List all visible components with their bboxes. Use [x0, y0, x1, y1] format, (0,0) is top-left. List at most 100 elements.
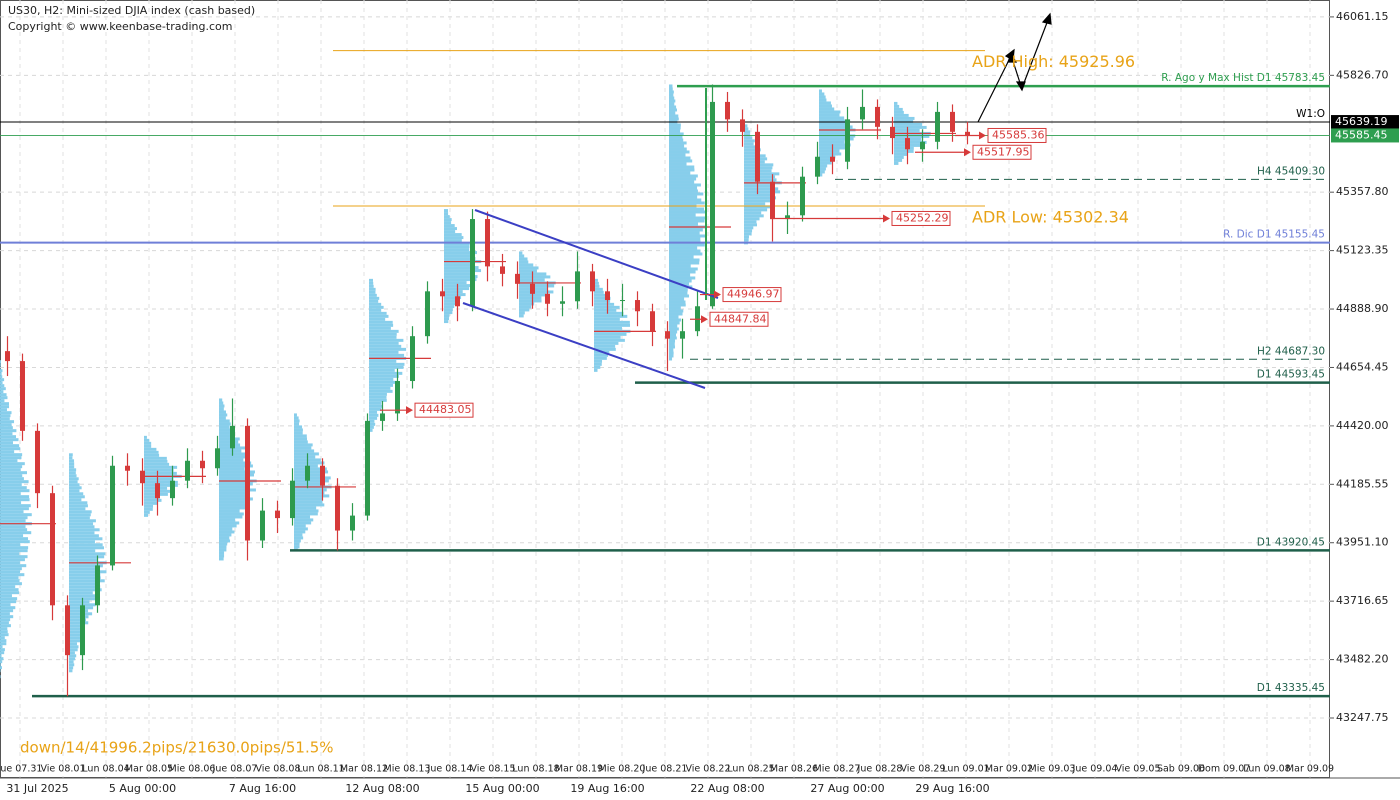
volume-profile: [0, 558, 25, 562]
volume-profile: [669, 354, 674, 358]
volume-profile: [144, 504, 154, 508]
volume-profile: [219, 527, 233, 531]
candle-body: [845, 119, 850, 162]
volume-profile: [444, 311, 453, 315]
level-label: W1:O: [1296, 108, 1325, 120]
volume-profile: [294, 542, 300, 546]
volume-profile: [669, 171, 691, 175]
volume-profile: [294, 416, 299, 420]
volume-profile: [69, 462, 75, 466]
volume-profile: [669, 153, 686, 157]
volume-profile: [594, 335, 621, 339]
candle-body: [800, 176, 805, 216]
volume-profile: [219, 464, 253, 468]
stats-annotation: down/14/41996.2pips/21630.0pips/51.5%: [20, 739, 334, 757]
volume-profile: [369, 350, 399, 354]
volume-profile: [669, 303, 686, 307]
volume-profile: [819, 122, 846, 126]
volume-profile: [819, 152, 842, 156]
volume-profile: [819, 113, 840, 117]
volume-profile: [69, 651, 75, 655]
volume-profile: [369, 410, 378, 414]
volume-profile: [69, 645, 79, 649]
volume-profile: [744, 196, 776, 200]
volume-profile: [444, 320, 449, 324]
day-label: Lun 08.25: [727, 764, 774, 775]
day-label: Vie 08.08: [256, 764, 301, 775]
volume-profile: [669, 162, 687, 166]
volume-profile: [0, 423, 12, 427]
candle-body: [440, 291, 445, 297]
volume-profile: [0, 660, 3, 664]
volume-profile: [819, 101, 831, 105]
volume-profile: [69, 630, 85, 634]
volume-profile: [0, 534, 24, 538]
volume-profile: [0, 384, 5, 388]
volume-profile: [294, 506, 317, 510]
x-tick-label: 27 Aug 00:00: [810, 782, 884, 795]
volume-profile: [144, 471, 177, 475]
volume-profile: [594, 326, 622, 330]
volume-profile: [0, 450, 15, 454]
day-label: Mar 08.19: [555, 764, 603, 775]
volume-profile: [744, 232, 752, 236]
candle-body: [710, 101, 715, 307]
volume-profile: [144, 462, 170, 466]
level-label: D1 44593.45: [1257, 369, 1325, 381]
volume-profile: [894, 101, 898, 105]
level-label: R. Ago y Max Hist D1 45783.45: [1161, 72, 1325, 84]
volume-profile: [594, 308, 617, 312]
volume-profile: [669, 351, 674, 355]
volume-profile: [0, 390, 4, 394]
volume-profile: [669, 258, 700, 262]
volume-profile: [369, 278, 373, 282]
x-tick-label: 7 Aug 16:00: [229, 782, 296, 795]
volume-profile: [369, 326, 391, 330]
channel-upper: [474, 209, 719, 299]
volume-profile: [69, 531, 95, 535]
volume-profile: [894, 107, 903, 111]
day-label: Lun 08.04: [82, 764, 129, 775]
volume-profile: [0, 432, 13, 436]
volume-profile: [69, 540, 95, 544]
volume-profile: [294, 533, 303, 537]
volume-profile: [0, 492, 21, 496]
volume-profile: [0, 585, 16, 589]
volume-profile: [594, 284, 600, 288]
volume-profile: [594, 302, 615, 306]
volume-profile: [669, 312, 683, 316]
volume-profile: [69, 600, 90, 604]
volume-profile: [219, 551, 225, 555]
volume-profile: [0, 669, 1, 673]
volume-profile: [819, 110, 841, 114]
candle-body: [35, 430, 40, 494]
volume-profile: [144, 459, 168, 463]
volume-profile: [669, 339, 676, 343]
volume-profile: [369, 413, 379, 417]
candle-body: [545, 293, 550, 304]
volume-profile: [69, 618, 86, 622]
candle-body: [50, 493, 55, 606]
day-label: Dom 09.07: [1198, 764, 1251, 775]
volume-profile: [744, 154, 766, 158]
volume-profile: [444, 245, 470, 249]
volume-profile: [0, 636, 5, 640]
volume-profile: [444, 314, 450, 318]
candle-body: [560, 301, 565, 304]
volume-profile: [519, 296, 542, 300]
volume-profile: [69, 558, 99, 562]
volume-profile: [669, 126, 681, 130]
volume-profile: [369, 365, 404, 369]
volume-profile: [519, 266, 539, 270]
volume-profile: [0, 381, 3, 385]
day-label: Jue 08.21: [642, 764, 688, 775]
volume-profile: [69, 543, 103, 547]
volume-profile: [294, 461, 325, 465]
level-label: H2 44687.30: [1257, 345, 1325, 357]
volume-profile: [369, 338, 404, 342]
candle-body: [200, 460, 205, 469]
level-label: ADR Low: 45302.34: [972, 208, 1129, 227]
volume-profile: [369, 290, 376, 294]
volume-profile: [69, 471, 76, 475]
volume-profile: [669, 243, 705, 247]
